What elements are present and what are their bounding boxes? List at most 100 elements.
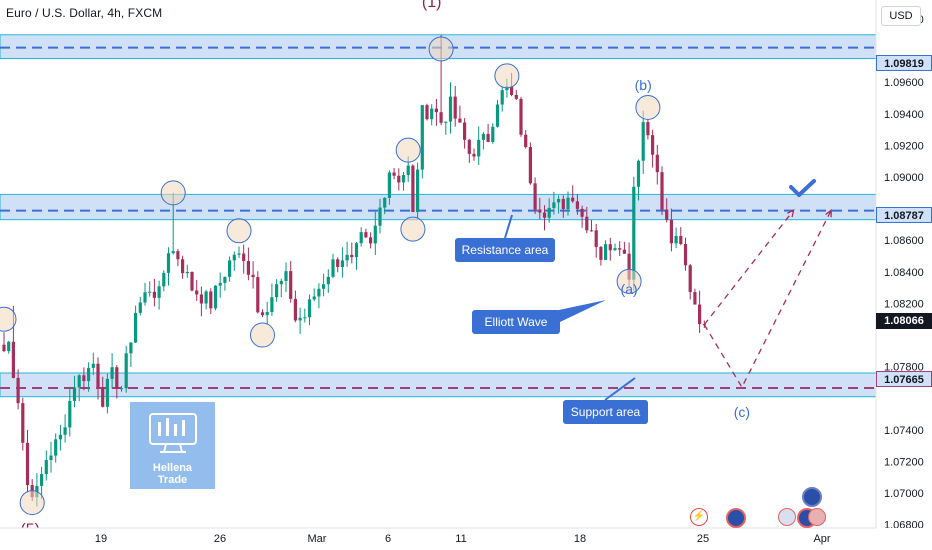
candle-body bbox=[162, 272, 166, 287]
eu-event-icon[interactable] bbox=[726, 508, 746, 528]
resistance-zone bbox=[0, 193, 877, 221]
candle-body bbox=[463, 122, 467, 140]
candle-body bbox=[49, 455, 53, 461]
candle-body bbox=[312, 296, 316, 300]
pivot-circle bbox=[400, 216, 426, 242]
pivot-circle bbox=[494, 63, 520, 89]
candle-body bbox=[604, 244, 608, 260]
wave-label: (c) bbox=[734, 404, 750, 420]
candle-body bbox=[608, 244, 612, 251]
elliott-wave-callout: Elliott Wave bbox=[472, 310, 560, 334]
candle-body bbox=[129, 342, 133, 354]
candle-body bbox=[472, 153, 476, 157]
candle-body bbox=[430, 108, 434, 120]
wave-label: (a) bbox=[621, 281, 638, 297]
candle-body bbox=[486, 133, 490, 142]
candle-body bbox=[383, 197, 387, 208]
candle-body bbox=[514, 94, 518, 99]
pivot-circle bbox=[635, 94, 661, 120]
candle-body bbox=[54, 439, 58, 456]
candle-body bbox=[679, 236, 683, 245]
candle-body bbox=[651, 135, 655, 155]
candle-body bbox=[232, 254, 236, 261]
price-tag-resistance-mid: 1.08787 bbox=[876, 207, 932, 223]
candle-body bbox=[251, 274, 255, 278]
candle-body bbox=[40, 474, 44, 486]
candle-body bbox=[655, 154, 659, 173]
candle-body bbox=[303, 317, 307, 319]
hellena-trade-logo: Hellena Trade bbox=[130, 402, 215, 489]
candle-body bbox=[317, 288, 321, 297]
candle-body bbox=[279, 280, 283, 285]
price-tick: 1.08200 bbox=[884, 298, 924, 310]
candle-body bbox=[683, 244, 688, 266]
candle-body bbox=[157, 286, 161, 298]
logo-line-1: Hellena bbox=[152, 462, 193, 474]
candle-body bbox=[369, 237, 373, 244]
candle-body bbox=[613, 248, 617, 251]
candle-body bbox=[406, 165, 410, 176]
pivot-circle bbox=[250, 322, 275, 348]
candle-body bbox=[354, 243, 359, 258]
candle-body bbox=[481, 133, 485, 140]
price-tag-last-price: 1.08066 bbox=[876, 313, 932, 329]
candle-body bbox=[636, 160, 641, 187]
candle-body bbox=[265, 312, 269, 316]
resistance-area-callout: Resistance area bbox=[455, 238, 555, 262]
candle-body bbox=[223, 276, 227, 283]
candle-body bbox=[72, 387, 77, 401]
candle-body bbox=[228, 260, 232, 277]
candle-body bbox=[594, 230, 598, 247]
candle-body bbox=[533, 183, 537, 210]
candle-body bbox=[289, 271, 293, 299]
price-tick: 1.09000 bbox=[884, 172, 924, 184]
price-tick: 1.09400 bbox=[884, 109, 924, 121]
candle-body bbox=[134, 312, 138, 343]
candle-body bbox=[411, 165, 415, 213]
candle-body bbox=[575, 201, 579, 209]
candle-body bbox=[364, 232, 368, 238]
candle-body bbox=[77, 375, 81, 388]
candle-body bbox=[190, 271, 194, 291]
candle-body bbox=[420, 105, 424, 170]
candle-body bbox=[674, 236, 678, 244]
currency-selector[interactable]: USD bbox=[881, 6, 921, 26]
candle-body bbox=[641, 122, 645, 161]
flash-event-icon[interactable]: ⚡ bbox=[690, 508, 708, 526]
candle-body bbox=[58, 434, 62, 440]
candle-body bbox=[68, 400, 72, 428]
eu-event-icon-3[interactable] bbox=[802, 487, 822, 507]
us-event-icon-2[interactable] bbox=[808, 508, 826, 526]
price-tick: 1.09600 bbox=[884, 77, 924, 89]
candle-body bbox=[326, 276, 330, 285]
candle-body bbox=[322, 284, 326, 289]
candle-body bbox=[448, 96, 453, 122]
us-flag-event-icon[interactable] bbox=[778, 508, 796, 526]
price-tag-resistance-top: 1.09819 bbox=[876, 55, 932, 71]
time-tick: 11 bbox=[455, 533, 466, 545]
candle-body bbox=[119, 388, 124, 390]
candle-body bbox=[698, 304, 702, 325]
candle-body bbox=[458, 118, 462, 123]
candle-body bbox=[627, 253, 631, 280]
pivot-circle bbox=[616, 268, 642, 294]
candle-body bbox=[293, 298, 297, 321]
candle-body bbox=[387, 172, 391, 198]
candle-body bbox=[166, 253, 171, 273]
price-tag-support-mid: 1.07665 bbox=[876, 371, 932, 387]
candle-body bbox=[561, 198, 565, 210]
candle-body bbox=[171, 251, 175, 254]
check-icon bbox=[789, 179, 816, 197]
candle-body bbox=[96, 363, 100, 388]
pivot-circle bbox=[428, 36, 454, 62]
candle-body bbox=[599, 246, 603, 260]
pivot-circle bbox=[19, 490, 45, 516]
wave-label: (b) bbox=[635, 77, 652, 93]
candle-body bbox=[350, 254, 354, 258]
candle-body bbox=[213, 285, 218, 309]
candle-body bbox=[199, 294, 203, 304]
candle-body bbox=[359, 232, 363, 244]
candle-body bbox=[209, 291, 213, 309]
candle-body bbox=[63, 427, 67, 435]
candle-body bbox=[467, 139, 471, 154]
